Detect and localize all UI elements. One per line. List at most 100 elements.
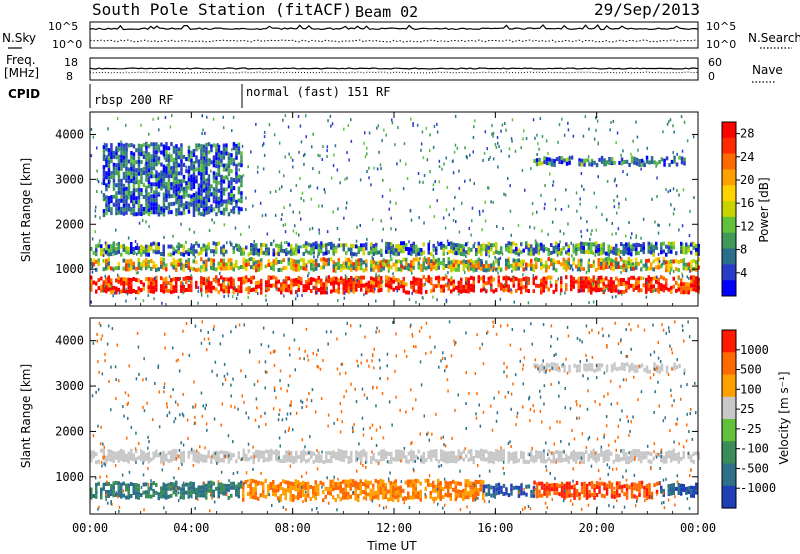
heatmap-cell [312, 259, 315, 264]
heatmap-cell [155, 287, 158, 292]
heatmap-cell [497, 275, 500, 280]
heatmap-cell [282, 250, 285, 253]
heatmap-cell [355, 244, 358, 249]
heatmap-cell [625, 260, 628, 265]
heatmap-cell [172, 157, 176, 162]
heatmap-cell [485, 264, 488, 269]
heatmap-cell [257, 259, 260, 264]
heatmap-cell [568, 489, 571, 494]
heatmap-cell [590, 363, 594, 368]
heatmap-cell [540, 258, 543, 263]
heatmap-cell [342, 458, 345, 463]
heatmap-cell [497, 283, 500, 288]
heatmap-cell [389, 200, 392, 204]
heatmap-cell [615, 232, 617, 236]
heatmap-cell [262, 142, 265, 146]
heatmap-cell [495, 145, 498, 149]
heatmap-cell [482, 453, 485, 458]
heatmap-cell [299, 124, 302, 128]
heatmap-cell [140, 204, 143, 209]
heatmap-cell [206, 166, 209, 170]
heatmap-cell [417, 277, 420, 282]
heatmap-cell [187, 153, 191, 158]
heatmap-cell [605, 491, 609, 496]
heatmap-cell [107, 449, 110, 454]
heatmap-cell [530, 244, 533, 249]
heatmap-cell [165, 483, 168, 488]
heatmap-cell [112, 182, 116, 187]
heatmap-cell [335, 249, 338, 254]
heatmap-cell [205, 252, 208, 257]
heatmap-cell [177, 187, 181, 192]
heatmap-cell [615, 284, 618, 289]
heatmap-cell [472, 460, 475, 464]
heatmap-cell [402, 276, 405, 281]
heatmap-cell [365, 263, 368, 268]
heatmap-cell [182, 206, 186, 211]
heatmap-cell [144, 163, 146, 167]
heatmap-cell [531, 212, 534, 216]
heatmap-cell [217, 164, 221, 169]
heatmap-cell [297, 245, 300, 250]
heatmap-cell [132, 168, 136, 173]
heatmap-cell [130, 448, 133, 453]
heatmap-cell [170, 244, 173, 249]
heatmap-cell [670, 454, 673, 459]
heatmap-cell [215, 450, 218, 455]
heatmap-cell [263, 135, 266, 139]
heatmap-cell [645, 267, 648, 271]
heatmap-cell [535, 265, 538, 270]
heatmap-cell [205, 154, 208, 159]
heatmap-cell [320, 278, 323, 283]
heatmap-cell [326, 230, 329, 234]
heatmap-cell [660, 157, 663, 161]
heatmap-cell [232, 207, 234, 211]
heatmap-cell [299, 486, 302, 491]
heatmap-cell [397, 278, 400, 283]
heatmap-cell [332, 243, 335, 248]
heatmap-cell [281, 185, 283, 189]
heatmap-cell [150, 190, 152, 194]
heatmap-cell [620, 161, 624, 166]
heatmap-cell [117, 174, 121, 179]
heatmap-cell [215, 152, 218, 157]
heatmap-cell [220, 182, 223, 187]
heatmap-cell [282, 283, 285, 288]
heatmap-cell [145, 209, 148, 214]
heatmap-cell [605, 487, 609, 492]
heatmap-cell [217, 482, 220, 487]
heatmap-cell [207, 246, 210, 251]
heatmap-cell [232, 267, 235, 272]
heatmap-cell [467, 289, 470, 294]
heatmap-cell [187, 209, 191, 214]
heatmap-cell [553, 366, 556, 371]
heatmap-cell [277, 484, 280, 489]
heatmap-cell [662, 459, 665, 464]
heatmap-cell [197, 243, 200, 248]
heatmap-cell [266, 232, 269, 236]
heatmap-cell [517, 278, 520, 283]
heatmap-cell [350, 459, 353, 463]
heatmap-cell [540, 493, 544, 498]
heatmap-cell [135, 180, 138, 185]
heatmap-cell [422, 257, 425, 262]
heatmap-cell [544, 202, 546, 206]
heatmap-cell [615, 261, 618, 266]
heatmap-cell [147, 180, 151, 185]
heatmap-cell [277, 268, 280, 272]
heatmap-cell [502, 456, 505, 461]
heatmap-cell [395, 228, 397, 232]
heatmap-cell [445, 208, 448, 212]
heatmap-cell [222, 266, 225, 271]
heatmap-cell [402, 249, 405, 254]
heatmap-cell [542, 455, 545, 460]
heatmap-cell [207, 174, 211, 179]
heatmap-cell [162, 176, 166, 181]
heatmap-cell [303, 199, 305, 203]
heatmap-cell [376, 167, 379, 171]
heatmap-cell [255, 260, 258, 265]
heatmap-cell [605, 364, 609, 369]
heatmap-cell [155, 178, 158, 183]
heatmap-cell [112, 249, 115, 254]
heatmap-cell [427, 450, 430, 455]
